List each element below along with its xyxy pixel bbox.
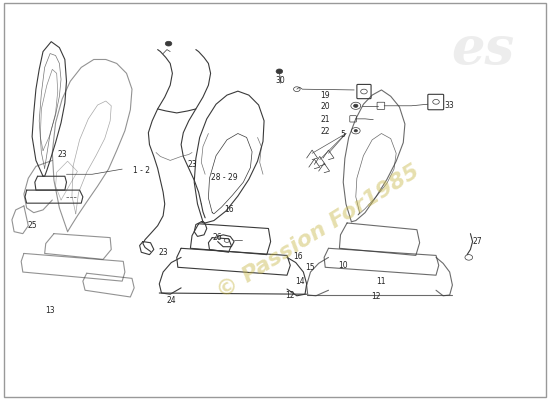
Circle shape <box>166 41 172 46</box>
Text: 1 - 2: 1 - 2 <box>133 166 150 175</box>
Text: 24: 24 <box>167 296 176 306</box>
Text: 22: 22 <box>321 128 330 136</box>
Text: 23: 23 <box>57 150 67 159</box>
Text: 30: 30 <box>276 76 285 85</box>
Text: 26: 26 <box>213 233 223 242</box>
Text: 21: 21 <box>321 115 330 124</box>
Circle shape <box>354 104 358 107</box>
Circle shape <box>276 69 283 74</box>
Text: 23: 23 <box>187 160 197 169</box>
Circle shape <box>354 130 358 132</box>
Text: 5: 5 <box>341 130 345 139</box>
Text: 16: 16 <box>224 205 234 214</box>
Text: 10: 10 <box>338 261 348 270</box>
Text: 33: 33 <box>445 100 454 110</box>
Text: 15: 15 <box>306 263 315 272</box>
Text: 25: 25 <box>28 221 37 230</box>
Text: © Passion For1985: © Passion For1985 <box>214 161 424 302</box>
Text: 11: 11 <box>377 277 386 286</box>
Text: 16: 16 <box>294 252 303 261</box>
Text: 27: 27 <box>472 237 482 246</box>
Text: 13: 13 <box>45 306 54 315</box>
Text: 20: 20 <box>321 102 330 112</box>
Text: 12: 12 <box>285 290 294 300</box>
Text: 14: 14 <box>295 277 304 286</box>
Text: 12: 12 <box>371 292 381 302</box>
Text: 19: 19 <box>321 91 330 100</box>
Text: 28 - 29: 28 - 29 <box>211 172 238 182</box>
Text: 23: 23 <box>158 248 168 257</box>
Text: es: es <box>451 24 514 75</box>
